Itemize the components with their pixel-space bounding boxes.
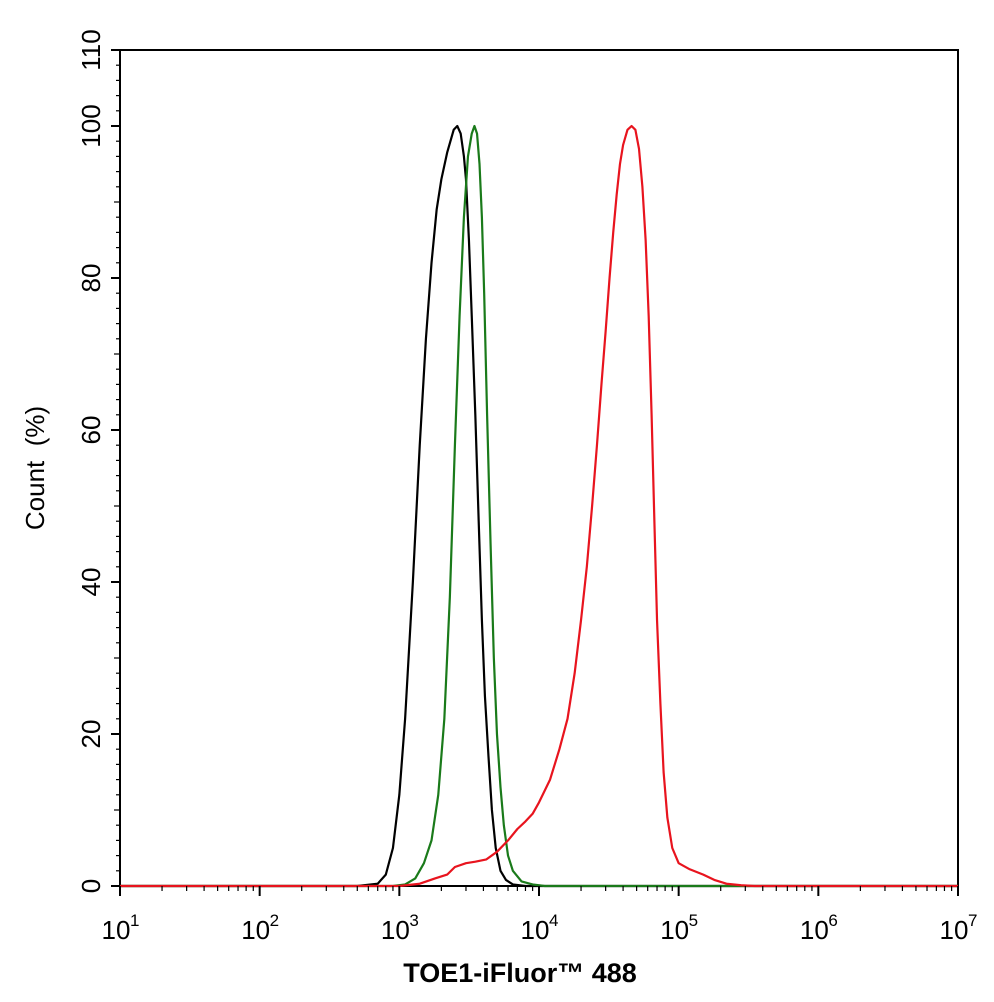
x-tick-exponent: 7	[968, 911, 977, 930]
x-tick-exponent: 6	[828, 911, 837, 930]
series-line-2	[120, 124, 958, 888]
x-tick-label: 10	[102, 915, 131, 945]
y-axis-title: Count (%)	[20, 406, 50, 530]
x-tick-exponent: 3	[409, 911, 418, 930]
x-axis-title: TOE1-iFluor™ 488	[403, 958, 637, 988]
y-tick-label: 60	[76, 416, 106, 445]
x-tick-label: 10	[800, 915, 829, 945]
y-tick-label: 110	[76, 29, 106, 70]
x-tick-label: 10	[660, 915, 689, 945]
plot-frame	[119, 49, 959, 887]
series-layer	[120, 124, 958, 888]
x-tick-exponent: 2	[270, 911, 279, 930]
y-tick-label: 40	[76, 568, 106, 597]
series-line-3	[120, 124, 958, 888]
x-tick-exponent: 1	[130, 911, 139, 930]
y-tick-label: 100	[76, 104, 106, 147]
y-tick-label: 0	[76, 879, 106, 893]
x-tick-label: 10	[940, 915, 969, 945]
x-tick-exponent: 4	[549, 911, 558, 930]
x-tick-label: 10	[521, 915, 550, 945]
series-line-1	[120, 124, 958, 888]
x-tick-label: 10	[381, 915, 410, 945]
y-tick-label: 80	[76, 264, 106, 293]
x-tick-label: 10	[241, 915, 270, 945]
y-tick-label: 20	[76, 720, 106, 749]
x-axis: 10 1 10 2 10 3 10 4 10 5 10 6 10 7	[102, 886, 977, 945]
y-axis: 0 20 40 60 80 100 110	[76, 29, 120, 893]
x-tick-exponent: 5	[689, 911, 698, 930]
